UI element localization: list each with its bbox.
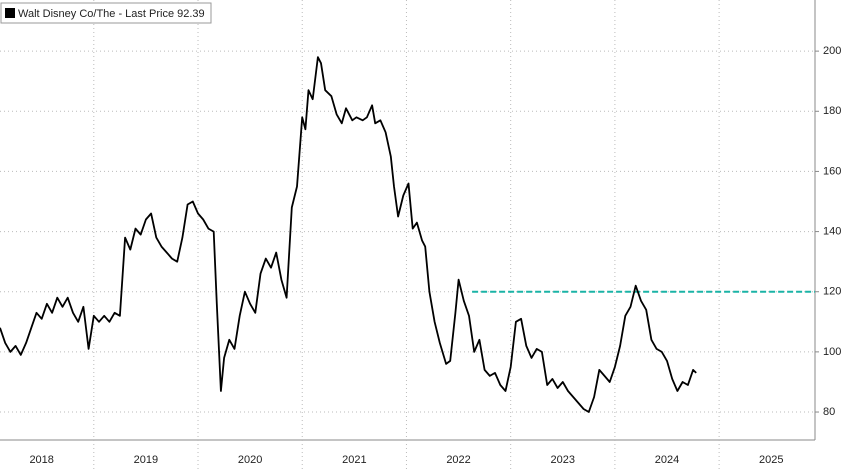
x-tick-label: 2022 (446, 454, 470, 466)
legend-label: Walt Disney Co/The - Last Price 92.39 (18, 8, 205, 20)
y-tick-label: 100 (823, 346, 841, 358)
x-tick-label: 2025 (759, 454, 783, 466)
price-line (0, 56, 697, 413)
x-tick-label: 2021 (342, 454, 366, 466)
x-tick-label: 2023 (551, 454, 575, 466)
legend: Walt Disney Co/The - Last Price 92.39 (0, 2, 212, 24)
y-tick-label: 160 (823, 165, 841, 177)
x-tick-label: 2019 (134, 454, 158, 466)
x-tick-label: 2018 (29, 454, 53, 466)
y-tick-label: 80 (823, 406, 835, 418)
y-tick-label: 120 (823, 286, 841, 298)
y-tick-label: 180 (823, 105, 841, 117)
x-tick-label: 2024 (655, 454, 679, 466)
x-tick-label: 2020 (238, 454, 262, 466)
y-tick-label: 140 (823, 225, 841, 237)
legend-swatch (5, 8, 15, 18)
legend-box (0, 2, 212, 24)
y-tick-label: 200 (823, 45, 841, 57)
